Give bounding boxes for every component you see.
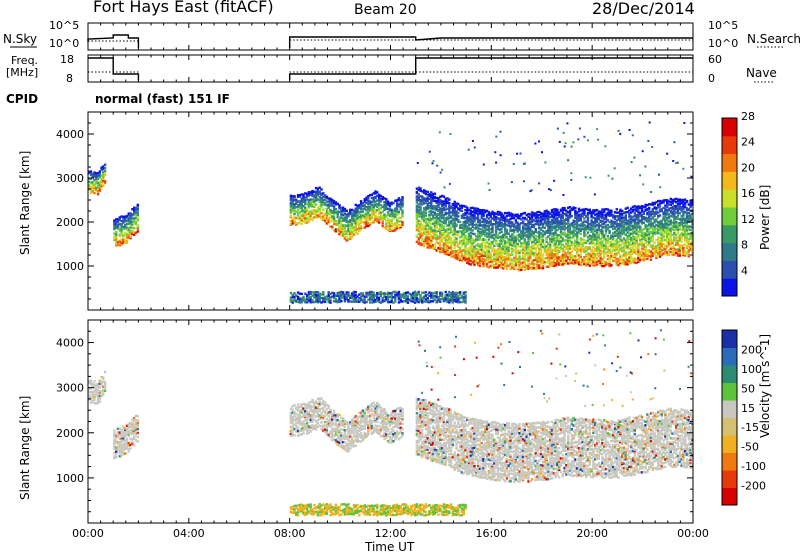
power-colorbar-swatch <box>722 278 737 297</box>
velocity-colorbar-tick: -100 <box>741 460 766 473</box>
nsky-tick-bottom: 10^0 <box>49 37 80 50</box>
freq-label: Freq. <box>11 54 39 67</box>
power-colorbar-swatch <box>722 189 737 208</box>
velocity-ytick-label: 4000 <box>56 337 84 350</box>
nsky-tick-top: 10^5 <box>49 19 80 32</box>
power-colorbar-tick: 16 <box>741 187 755 200</box>
nsearch-tick-top: 10^5 <box>708 19 739 32</box>
freq-trace <box>88 57 693 80</box>
x-tick-label: 04:00 <box>173 527 205 540</box>
velocity-colorbar-tick: 100 <box>741 363 762 376</box>
nave-tick-bottom: 0 <box>708 72 715 85</box>
velocity-colorbar-tick: 15 <box>741 402 755 415</box>
x-tick-label: 00:00 <box>72 527 104 540</box>
velocity-colorbar-tick: 50 <box>741 382 755 395</box>
x-tick-label: 20:00 <box>576 527 608 540</box>
velocity-heatmap <box>88 329 694 517</box>
power-colorbar-swatch <box>722 224 737 244</box>
velocity-colorbar-tick: 200 <box>741 343 762 356</box>
x-tick-label: 16:00 <box>475 527 507 540</box>
velocity-colorbar-swatch <box>722 382 737 401</box>
power-colorbar-swatch <box>722 171 737 190</box>
power-colorbar-tick: 4 <box>741 264 748 277</box>
beam-label: Beam 20 <box>354 2 417 18</box>
nave-label: Nave <box>746 66 777 80</box>
velocity-colorbar-swatch <box>722 347 737 366</box>
power-ytick-label: 4000 <box>56 128 84 141</box>
velocity-colorbar-swatch <box>722 470 737 488</box>
velocity-ytick-label: 3000 <box>56 382 84 395</box>
velocity-colorbar-swatch <box>722 452 737 471</box>
x-tick-label: 00:00 <box>677 527 709 540</box>
power-ytick-label: 3000 <box>56 172 84 185</box>
power-colorbar-tick: 24 <box>741 136 755 149</box>
power-colorbar-tick: 28 <box>741 110 755 123</box>
velocity-colorbar <box>721 329 738 506</box>
x-tick-label: 12:00 <box>375 527 407 540</box>
nsearch-label: N.Search <box>747 32 800 46</box>
velocity-colorbar-tick: -50 <box>741 441 759 454</box>
power-colorbar-swatch <box>722 242 737 261</box>
velocity-colorbar-swatch <box>722 417 737 436</box>
cpid-value: normal (fast) 151 IF <box>95 92 230 106</box>
velocity-colorbar-swatch <box>722 435 737 453</box>
power-colorbar-swatch <box>722 153 737 172</box>
power-colorbar <box>721 117 738 297</box>
power-colorbar-tick: 20 <box>741 161 755 174</box>
power-ytick-label: 2000 <box>56 216 84 229</box>
time-xlabel: Time UT <box>365 540 415 554</box>
power-colorbar-swatch <box>722 207 737 226</box>
power-colorbar-swatch <box>722 260 737 279</box>
freq-tick-top: 18 <box>60 53 74 66</box>
velocity-colorbar-swatch <box>722 365 737 383</box>
velocity-colorbar-tick: -200 <box>741 480 766 493</box>
velocity-ytick-label: 2000 <box>56 427 84 440</box>
nsky-label: N.Sky <box>3 32 38 46</box>
velocity-colorbar-swatch <box>722 400 737 418</box>
power-colorbar-tick: 12 <box>741 213 755 226</box>
power-colorbar-swatch <box>722 135 737 155</box>
nave-tick-top: 60 <box>708 53 722 66</box>
power-colorbar-tick: 8 <box>741 239 748 252</box>
power-heatmap <box>88 121 694 304</box>
velocity-colorbar-swatch <box>722 487 737 506</box>
velocity-ytick-label: 1000 <box>56 472 84 485</box>
power-colorbar-swatch <box>722 118 737 137</box>
velocity-colorbar-tick: -15 <box>741 421 759 434</box>
date-label: 28/Dec/2014 <box>592 0 695 18</box>
cpid-label: CPID <box>6 92 39 106</box>
freq-tick-bottom: 8 <box>66 72 73 85</box>
power-ytick-label: 1000 <box>56 260 84 273</box>
velocity-colorbar-swatch <box>722 330 737 348</box>
noise-trace <box>87 34 693 48</box>
freq-unit-label: [MHz] <box>6 66 39 79</box>
x-tick-label: 08:00 <box>274 527 306 540</box>
station-title: Fort Hays East (fitACF) <box>93 0 274 16</box>
nsearch-tick-bottom: 10^0 <box>708 37 739 50</box>
